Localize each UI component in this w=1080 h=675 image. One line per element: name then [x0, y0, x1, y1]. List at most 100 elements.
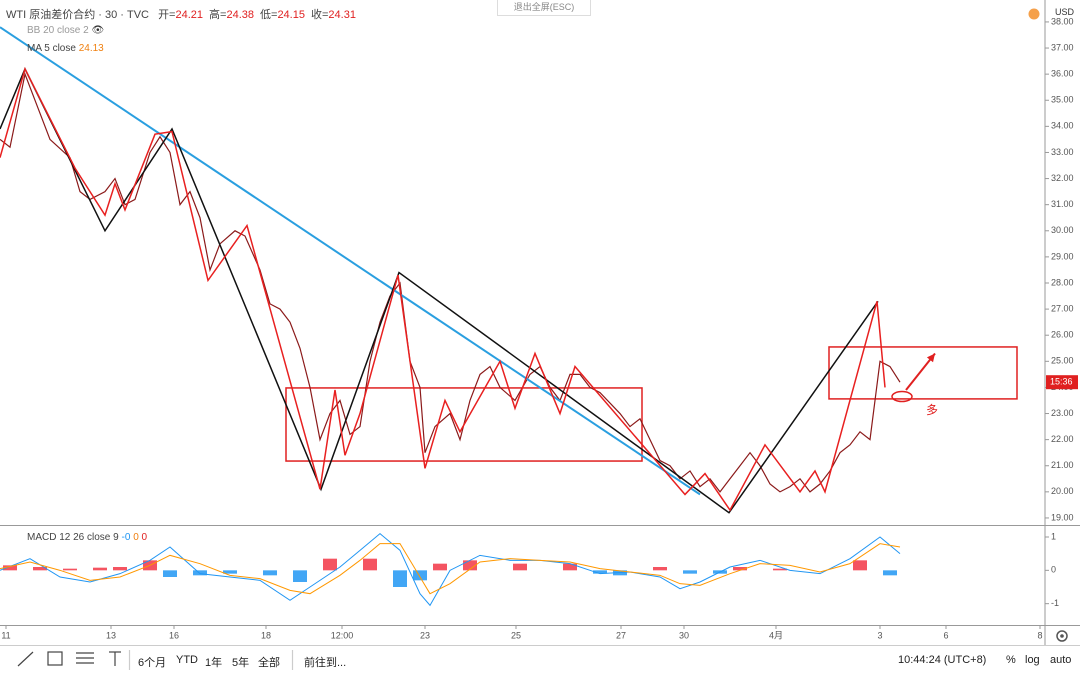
alert-icon[interactable] [1028, 8, 1040, 20]
macd-name: MACD 12 26 close 9 [27, 532, 119, 543]
ma-legend: MA 5 close 24.13 [27, 43, 104, 54]
y-tick-label: 34.00 [1051, 121, 1074, 131]
annotation: 多 [926, 403, 938, 417]
ma-label: MA 5 close [27, 43, 76, 54]
y-tick-label: -1 [1051, 598, 1059, 608]
macd-value: -0 [121, 532, 131, 543]
macd-value: 0 [141, 532, 148, 543]
y-tick-label: 38.00 [1051, 16, 1074, 26]
y-tick-label: 28.00 [1051, 277, 1074, 287]
macd-histogram-bar [93, 567, 107, 571]
ohlc-value: 24.21 [175, 9, 204, 21]
y-tick-label: 30.00 [1051, 225, 1074, 235]
range-button[interactable]: 全部 [258, 657, 280, 669]
range-button[interactable]: 5年 [232, 657, 250, 669]
price-tag: 15:36 [1050, 377, 1073, 387]
y-tick-label: 21.00 [1051, 460, 1074, 470]
series-line [0, 543, 901, 595]
x-tick-label: 27 [616, 630, 626, 640]
range-button[interactable]: 1年 [205, 657, 223, 669]
macd-histogram-bar [433, 563, 447, 571]
y-tick-label: 23.00 [1051, 408, 1074, 418]
macd-histogram-bar [113, 567, 127, 571]
x-tick-label: 11 [1, 630, 10, 640]
auto-button[interactable]: auto [1050, 654, 1072, 666]
clock: 10:44:24 (UTC+8) [898, 654, 987, 666]
ohlc-label: 高= [209, 9, 227, 21]
y-tick-label: 19.00 [1051, 512, 1074, 522]
y-tick-label: 31.00 [1051, 199, 1074, 209]
macd-histogram-bar [513, 563, 527, 571]
macd-histogram-bar [593, 570, 607, 574]
marker-ellipse [891, 390, 913, 403]
series-line [0, 67, 879, 514]
y-tick-label: 22.00 [1051, 434, 1074, 444]
x-tick-label: 6 [943, 630, 948, 640]
ma-value: 24.13 [78, 43, 104, 54]
macd-histogram-bar [413, 570, 427, 581]
ohlc-label: 低= [260, 9, 278, 21]
macd-histogram-bar [363, 558, 377, 571]
macd-histogram-bar [883, 570, 897, 576]
macd-histogram-bar [193, 570, 207, 576]
price-tag-bg [1046, 375, 1078, 390]
x-tick-label: 13 [106, 630, 116, 640]
x-tick-label: 23 [420, 630, 430, 640]
bb-legend: BB 20 close 2 👁 [27, 25, 105, 36]
series-line [0, 66, 886, 512]
y-tick-label: 25.00 [1051, 356, 1074, 366]
x-tick-label: 4月 [769, 630, 783, 640]
x-tick-label: 16 [169, 630, 179, 640]
y-tick-label: 26.00 [1051, 330, 1074, 340]
macd-histogram-bar [773, 568, 787, 571]
y-tick-label: 29.00 [1051, 251, 1074, 261]
macd-histogram-bar [733, 567, 747, 571]
range-button[interactable]: YTD [176, 654, 198, 666]
macd-histogram-bar [293, 570, 307, 582]
macd-value: 0 [133, 532, 139, 543]
goto-button[interactable]: 前往到... [304, 657, 347, 669]
y-tick-label: 0 [1051, 565, 1056, 575]
x-tick-label: 18 [261, 630, 271, 640]
macd-histogram-bar [563, 563, 577, 571]
ohlc-label: 收= [310, 9, 329, 21]
macd-histogram-bar [263, 570, 277, 576]
macd-histogram-bar [853, 560, 867, 571]
macd-histogram-bar [653, 567, 667, 571]
ohlc: 开=24.21 高=24.38 低=24.15 收=24.31 [152, 9, 356, 21]
log-button[interactable]: log [1025, 654, 1040, 666]
rect-tool[interactable] [47, 651, 63, 666]
text-tool[interactable] [109, 651, 121, 666]
y-tick-label: 20.00 [1051, 486, 1074, 496]
macd-histogram-bar [163, 570, 177, 577]
y-tick-label: 37.00 [1051, 42, 1074, 52]
y-tick-label: 1 [1051, 531, 1056, 541]
symbol: WTI 原油差价合约 · 30 · TVC [6, 9, 149, 21]
trendline-tool[interactable] [17, 651, 34, 667]
percent-button[interactable]: % [1006, 654, 1016, 666]
macd-legend: MACD 12 26 close 9 -0 0 0 [27, 532, 147, 543]
y-tick-label: 32.00 [1051, 173, 1074, 183]
ohlc-value: 24.15 [277, 9, 305, 21]
ohlc-label: 开= [158, 9, 176, 21]
series-line [0, 26, 701, 496]
currency[interactable]: USD [1055, 7, 1075, 17]
macd-histogram-bar [683, 570, 697, 574]
macd-histogram-bar [323, 558, 337, 571]
ohlc-value: 24.31 [328, 9, 356, 21]
series-line [0, 533, 901, 607]
settings-icon[interactable] [1056, 630, 1068, 642]
zone-box [285, 387, 643, 462]
fib-tool[interactable] [76, 652, 94, 664]
x-tick-label: 3 [877, 630, 882, 640]
exit-fullscreen[interactable]: 退出全屏(ESC) [497, 0, 591, 16]
macd-histogram-bar [33, 567, 47, 571]
range-button[interactable]: 6个月 [138, 657, 167, 669]
y-tick-label: 27.00 [1051, 303, 1074, 313]
series-line [0, 72, 901, 493]
x-tick-label: 30 [679, 630, 689, 640]
macd-histogram-bar [63, 568, 77, 571]
x-tick-label: 12:00 [331, 630, 354, 640]
